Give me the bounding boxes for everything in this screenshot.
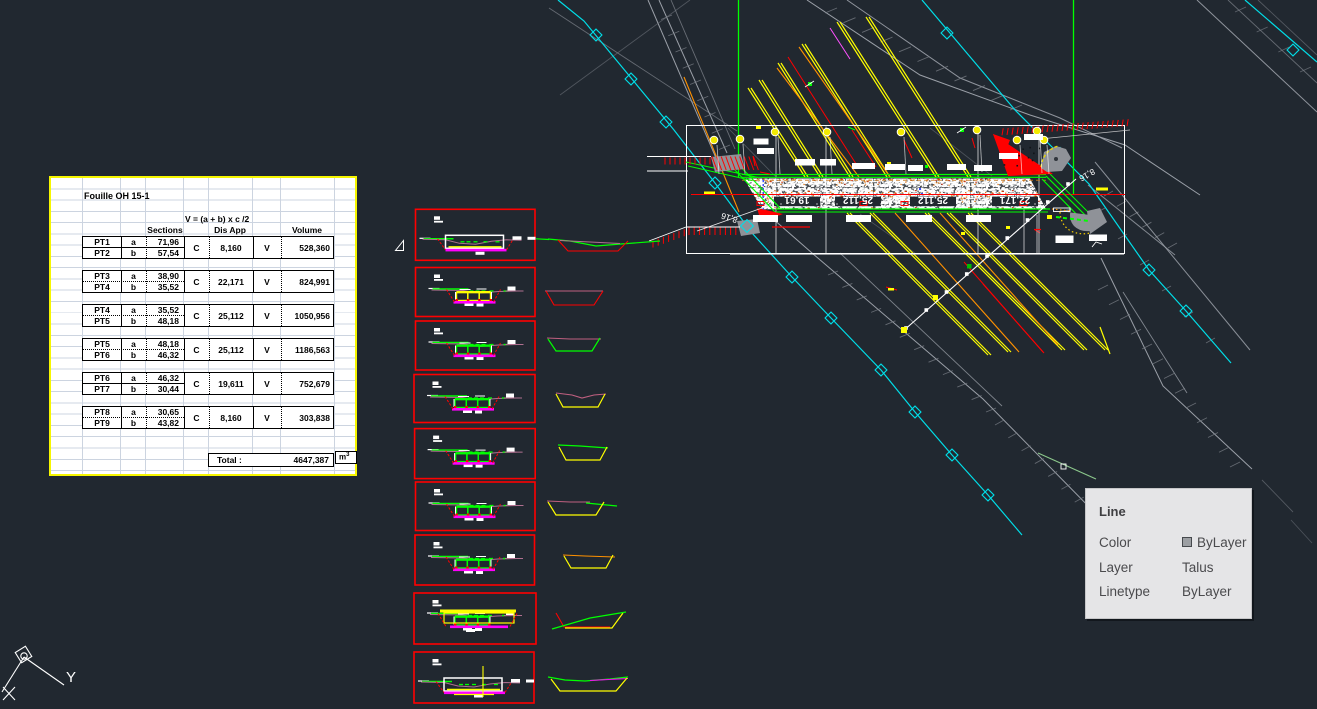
svg-text:Y: Y: [66, 669, 76, 686]
svg-text:25,112: 25,112: [843, 194, 873, 205]
svg-text:22,171: 22,171: [999, 194, 1030, 205]
svg-text:25,112: 25,112: [918, 194, 948, 205]
svg-text:8,16: 8,16: [1077, 167, 1097, 184]
svg-text:8,16: 8,16: [720, 211, 739, 225]
svg-text:19,61: 19,61: [784, 194, 809, 205]
